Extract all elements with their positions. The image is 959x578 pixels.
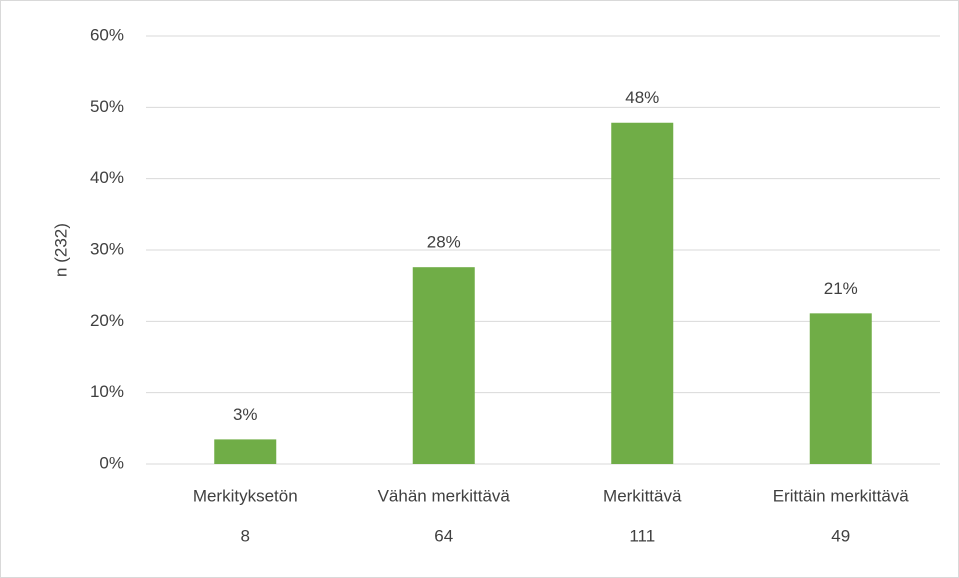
category-count: 111 (629, 526, 655, 545)
x-tick-label: Merkityksetön (193, 486, 298, 505)
bar (809, 313, 872, 464)
category-count: 8 (241, 526, 250, 545)
y-tick-label: 30% (90, 239, 124, 258)
category-count: 64 (434, 526, 453, 545)
y-axis-label: n (232) (51, 223, 70, 277)
y-tick-label: 50% (90, 97, 124, 116)
data-label: 48% (625, 88, 659, 107)
data-label: 3% (233, 405, 258, 424)
y-tick-label: 0% (99, 453, 124, 472)
x-tick-label: Erittäin merkittävä (773, 486, 910, 505)
bar (611, 122, 674, 464)
y-tick-label: 10% (90, 382, 124, 401)
category-count: 49 (831, 526, 850, 545)
x-tick-label: Merkittävä (603, 486, 682, 505)
y-tick-label: 40% (90, 168, 124, 187)
bar (214, 439, 277, 464)
x-tick-label: Vähän merkittävä (378, 486, 511, 505)
bar (412, 267, 475, 464)
y-tick-label: 20% (90, 311, 124, 330)
data-label: 28% (427, 233, 461, 252)
y-tick-label: 60% (90, 25, 124, 44)
data-label: 21% (824, 279, 858, 298)
